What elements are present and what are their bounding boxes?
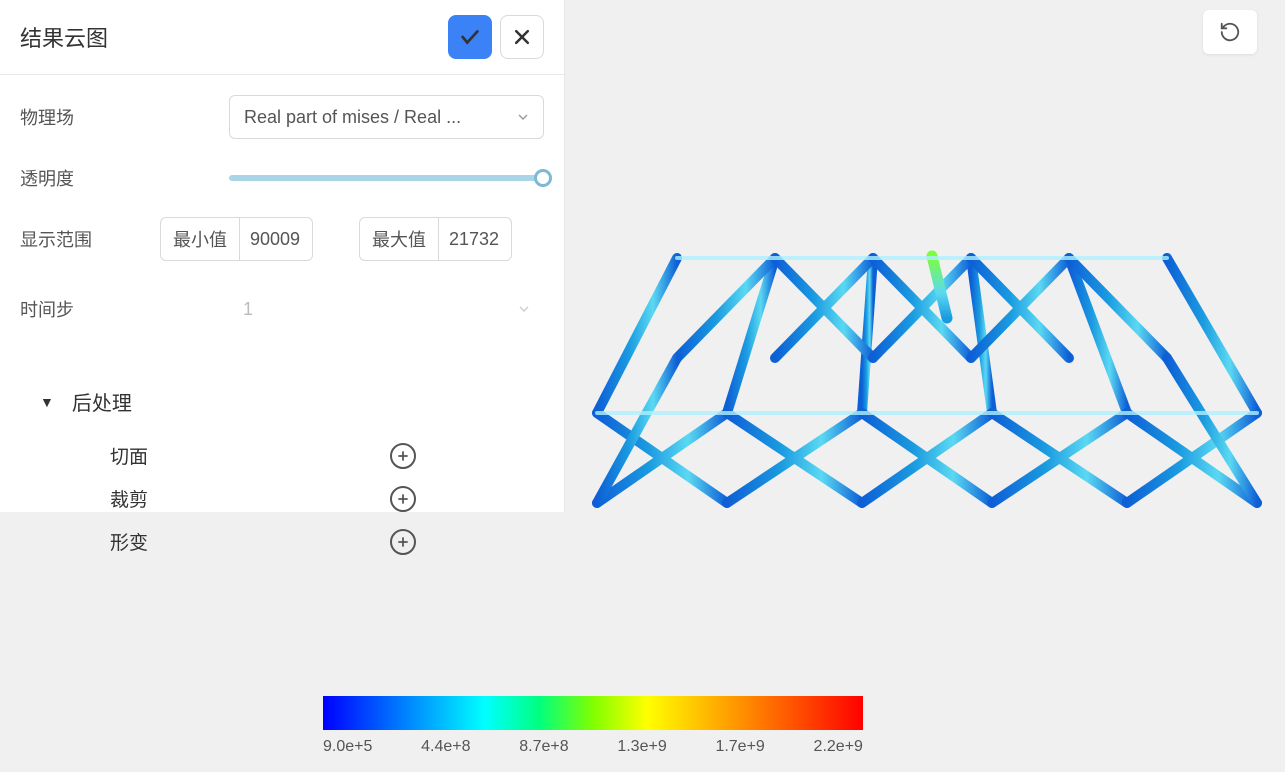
range-row: 显示范围 最小值 最大值: [20, 217, 544, 261]
add-clip-button[interactable]: [390, 486, 416, 512]
truss-model: [577, 248, 1277, 512]
refresh-icon: [1219, 21, 1241, 43]
chevron-down-icon: [516, 301, 532, 317]
panel-title: 结果云图: [20, 21, 440, 53]
tree-parent[interactable]: ▼ 后处理: [40, 387, 544, 416]
opacity-row: 透明度: [20, 165, 544, 191]
settings-panel: 结果云图 物理场 Real part of mises / Real ... 透…: [0, 0, 565, 512]
close-icon: [512, 27, 532, 47]
physics-value: Real part of mises / Real ...: [244, 107, 461, 128]
tree-item-clip[interactable]: 裁剪: [40, 477, 544, 520]
timestep-row: 时间步 1: [20, 287, 544, 331]
colorbar-gradient: [323, 696, 863, 730]
max-input[interactable]: [438, 217, 512, 261]
viewport[interactable]: [565, 0, 1285, 772]
confirm-button[interactable]: [448, 15, 492, 59]
timestep-select[interactable]: 1: [229, 287, 544, 331]
plus-icon: [396, 492, 410, 506]
max-pair: 最大值: [359, 217, 512, 261]
min-label: 最小值: [160, 217, 239, 261]
colorbar: 9.0e+5 4.4e+8 8.7e+8 1.3e+9 1.7e+9 2.2e+…: [323, 696, 863, 756]
postprocess-tree: ▼ 后处理 切面 裁剪 形变: [0, 377, 564, 583]
range-group: 最小值 最大值: [160, 217, 544, 261]
close-button[interactable]: [500, 15, 544, 59]
tick: 2.2e+9: [814, 738, 863, 756]
tick: 1.7e+9: [715, 738, 764, 756]
tree-item-section[interactable]: 切面: [40, 434, 544, 477]
tree-item-label: 裁剪: [110, 485, 390, 512]
settings-form: 物理场 Real part of mises / Real ... 透明度 显示…: [0, 75, 564, 377]
plus-icon: [396, 449, 410, 463]
max-label: 最大值: [359, 217, 438, 261]
reset-view-button[interactable]: [1203, 10, 1257, 54]
colorbar-ticks: 9.0e+5 4.4e+8 8.7e+8 1.3e+9 1.7e+9 2.2e+…: [323, 738, 863, 756]
opacity-label: 透明度: [20, 165, 160, 191]
tick: 4.4e+8: [421, 738, 470, 756]
tick: 9.0e+5: [323, 738, 372, 756]
tick: 8.7e+8: [519, 738, 568, 756]
timestep-label: 时间步: [20, 296, 160, 322]
tree-item-label: 形变: [110, 528, 390, 555]
physics-select[interactable]: Real part of mises / Real ...: [229, 95, 544, 139]
tree-item-label: 切面: [110, 442, 390, 469]
chevron-down-icon: [515, 109, 531, 125]
tick: 1.3e+9: [617, 738, 666, 756]
physics-label: 物理场: [20, 104, 160, 130]
add-section-button[interactable]: [390, 443, 416, 469]
add-deform-button[interactable]: [390, 529, 416, 555]
tree-parent-label: 后处理: [72, 387, 132, 416]
min-input[interactable]: [239, 217, 313, 261]
range-label: 显示范围: [20, 226, 160, 252]
physics-row: 物理场 Real part of mises / Real ...: [20, 95, 544, 139]
min-pair: 最小值: [160, 217, 313, 261]
panel-header: 结果云图: [0, 0, 564, 75]
check-icon: [459, 26, 481, 48]
timestep-value: 1: [243, 299, 253, 320]
slider-thumb[interactable]: [534, 169, 552, 187]
opacity-slider[interactable]: [229, 175, 544, 181]
plus-icon: [396, 535, 410, 549]
caret-down-icon: ▼: [40, 394, 54, 410]
tree-item-deform[interactable]: 形变: [40, 520, 544, 563]
